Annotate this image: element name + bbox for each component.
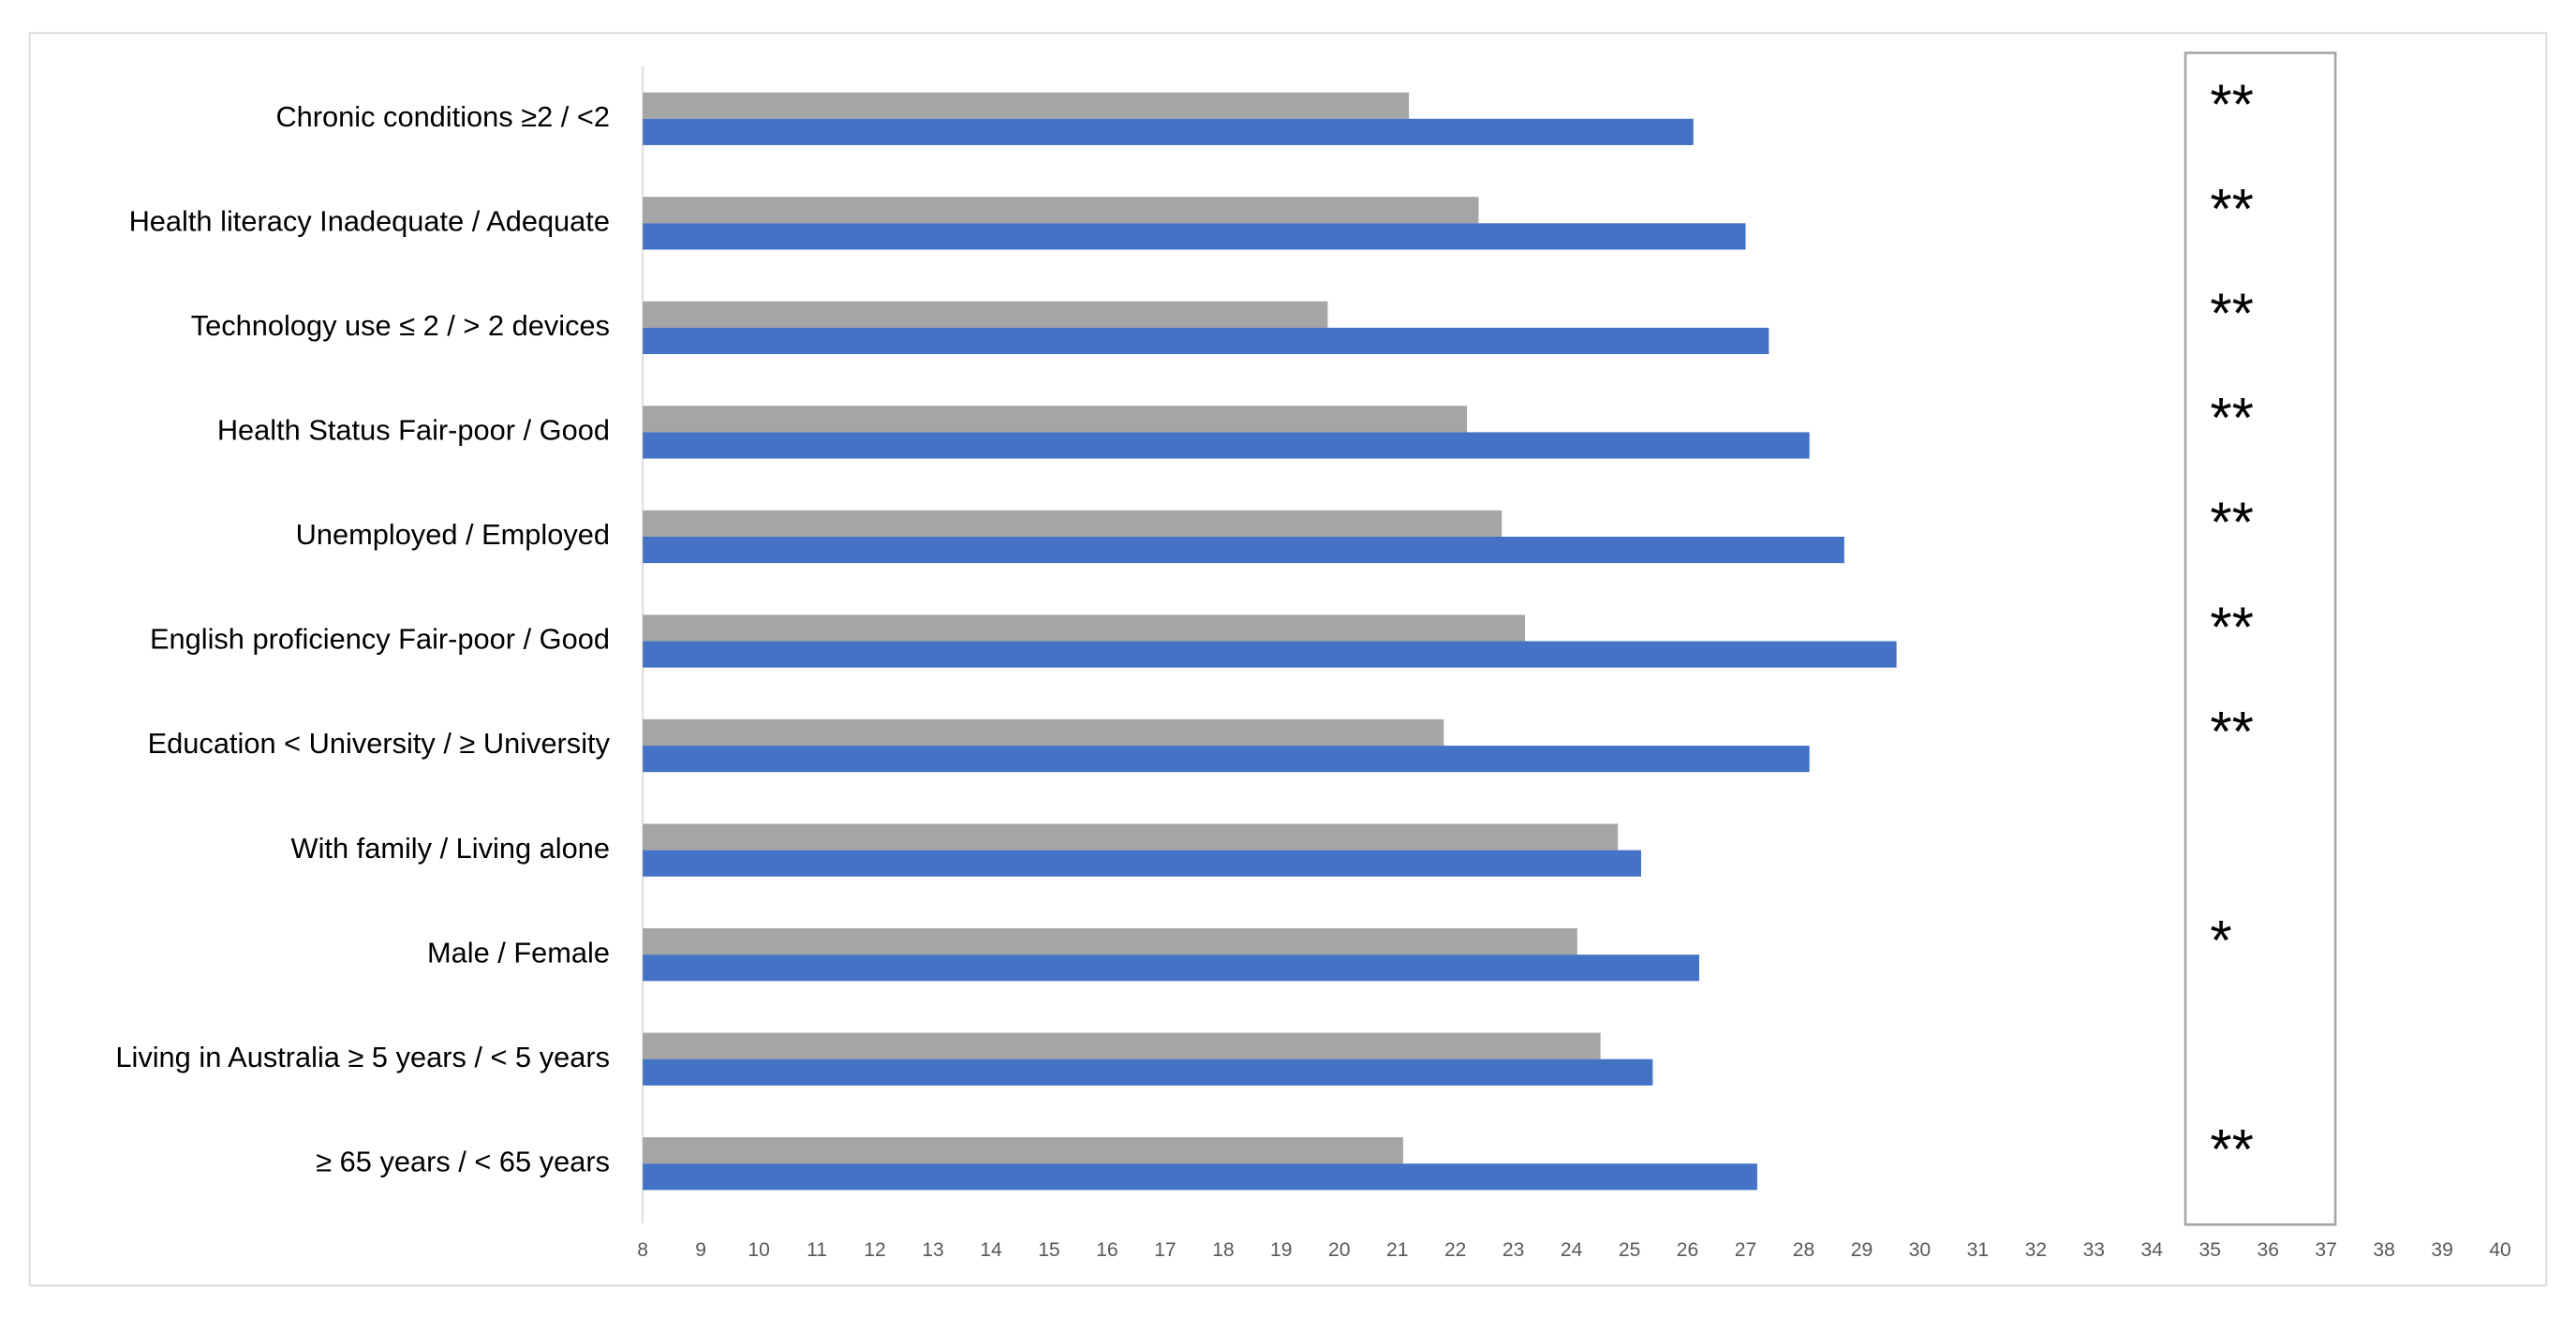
x-tick-label: 14 [980,1239,1002,1261]
category-label: Health literacy Inadequate / Adequate [129,204,610,237]
bar [643,301,1328,328]
x-tick-label: 19 [1270,1239,1292,1261]
category-label: Living in Australia ≥ 5 years / < 5 year… [115,1041,610,1073]
x-tick-label: 17 [1154,1239,1176,1261]
significance-label: ** [2210,700,2254,762]
bar [643,536,1844,564]
significance-box [2184,52,2337,1226]
x-tick-label: 37 [2315,1239,2336,1261]
significance-label: ** [2210,387,2254,450]
x-tick-label: 29 [1851,1239,1873,1261]
significance-label: * [2210,909,2231,971]
category-label: Unemployed / Employed [296,518,610,551]
x-tick-label: 32 [2025,1239,2047,1261]
x-tick-label: 30 [1909,1239,1931,1261]
x-tick-label: 22 [1444,1239,1466,1261]
bar [643,954,1699,982]
bar [643,928,1577,955]
category-label: ≥ 65 years / < 65 years [316,1145,610,1177]
bar [643,223,1746,250]
x-tick-label: 8 [637,1239,648,1261]
x-tick-label: 38 [2373,1239,2394,1261]
x-tick-label: 36 [2257,1239,2278,1261]
bar [643,1137,1403,1164]
x-tick-label: 23 [1503,1239,1524,1261]
category-label: With family / Living alone [291,832,610,865]
x-tick-label: 40 [2489,1239,2510,1261]
bar [643,1058,1653,1086]
x-tick-label: 25 [1619,1239,1640,1261]
bar [643,327,1769,355]
x-tick-label: 9 [695,1239,706,1261]
bar [643,432,1810,459]
x-tick-label: 28 [1793,1239,1814,1261]
x-tick-label: 33 [2083,1239,2105,1261]
x-tick-label: 10 [748,1239,769,1261]
x-tick-label: 34 [2141,1239,2164,1261]
category-label: Male / Female [427,936,610,969]
bar [643,823,1619,851]
bar [643,746,1810,773]
x-tick-label: 24 [1561,1239,1583,1261]
significance-label: ** [2210,1118,2254,1181]
x-tick-label: 26 [1677,1239,1698,1261]
bar [643,1032,1601,1059]
category-label: Chronic conditions ≥2 / <2 [275,100,610,133]
bar [643,118,1694,145]
x-tick-label: 39 [2431,1239,2452,1261]
x-tick-label: 21 [1386,1239,1408,1261]
bar [643,850,1641,877]
significance-label: ** [2210,282,2254,345]
x-tick-label: 13 [922,1239,943,1261]
category-label: Education < University / ≥ University [148,727,611,760]
x-tick-label: 16 [1096,1239,1118,1261]
category-label: Health Status Fair-poor / Good [217,414,610,447]
x-tick-label: 31 [1967,1239,1989,1261]
x-tick-label: 18 [1212,1239,1234,1261]
bar [643,510,1503,537]
significance-label: ** [2210,596,2254,658]
bar [643,92,1410,119]
x-tick-label: 15 [1038,1239,1059,1261]
bar [643,641,1897,668]
x-tick-label: 11 [807,1239,827,1261]
bar [643,197,1479,224]
bar [643,718,1444,747]
x-tick-label: 27 [1735,1239,1756,1261]
category-label: English proficiency Fair-poor / Good [150,623,610,656]
significance-label: ** [2210,491,2254,554]
bar [643,406,1468,433]
significance-label: ** [2210,73,2254,136]
x-tick-label: 12 [864,1239,885,1261]
significance-label: ** [2210,178,2254,241]
x-tick-label: 35 [2198,1239,2220,1261]
category-label: Technology use ≤ 2 / > 2 devices [191,309,610,342]
bar [643,614,1526,642]
bar [643,1163,1757,1191]
x-tick-label: 20 [1328,1239,1350,1261]
